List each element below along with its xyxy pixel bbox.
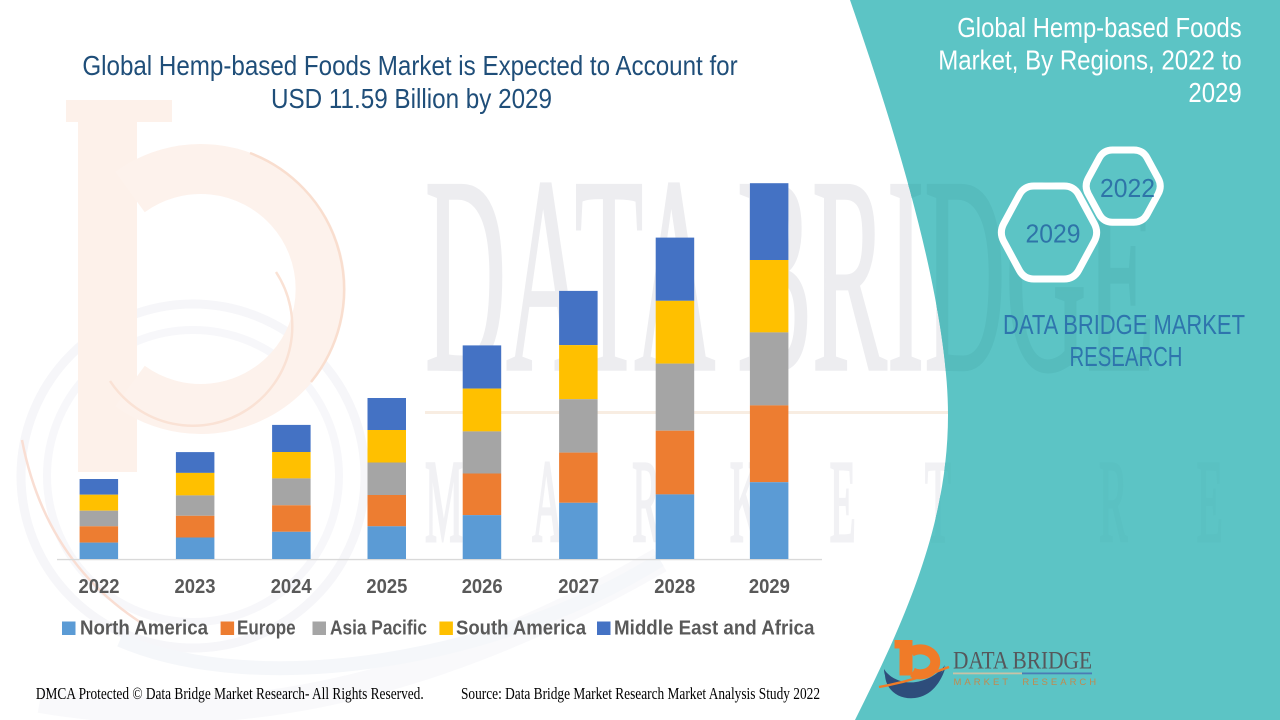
svg-text:2022: 2022 bbox=[1100, 173, 1155, 203]
svg-text:2025: 2025 bbox=[366, 576, 407, 598]
svg-text:South America: South America bbox=[456, 618, 587, 640]
svg-text:2027: 2027 bbox=[558, 576, 599, 598]
svg-text:2028: 2028 bbox=[654, 576, 695, 598]
svg-text:DMCA Protected © Data Bridge M: DMCA Protected © Data Bridge Market Rese… bbox=[36, 684, 424, 703]
svg-text:RESEARCH: RESEARCH bbox=[1070, 341, 1183, 372]
svg-text:2029: 2029 bbox=[1188, 77, 1241, 108]
svg-text:DATA BRIDGE MARKET: DATA BRIDGE MARKET bbox=[1003, 309, 1245, 340]
svg-text:USD 11.59 Billion by 2029: USD 11.59 Billion by 2029 bbox=[271, 83, 552, 114]
svg-text:2022: 2022 bbox=[79, 576, 120, 598]
svg-text:Global Hemp-based Foods: Global Hemp-based Foods bbox=[957, 12, 1241, 43]
svg-text:2029: 2029 bbox=[1026, 221, 1081, 249]
svg-text:2023: 2023 bbox=[175, 576, 216, 598]
svg-text:Global Hemp-based Foods Market: Global Hemp-based Foods Market is Expect… bbox=[82, 50, 737, 81]
svg-text:Europe: Europe bbox=[237, 618, 296, 640]
svg-text:2029: 2029 bbox=[749, 576, 790, 598]
svg-text:2024: 2024 bbox=[271, 576, 313, 598]
svg-text:MARKET RESEARCH: MARKET RESEARCH bbox=[954, 677, 1100, 688]
svg-text:DATA BRIDGE: DATA BRIDGE bbox=[953, 648, 1092, 675]
svg-text:Market, By Regions, 2022 to: Market, By Regions, 2022 to bbox=[938, 45, 1242, 76]
svg-text:Middle East and Africa: Middle East and Africa bbox=[614, 618, 815, 640]
svg-text:Source: Data Bridge Market Res: Source: Data Bridge Market Research Mark… bbox=[461, 684, 820, 703]
svg-text:2026: 2026 bbox=[462, 576, 503, 598]
svg-text:North America: North America bbox=[80, 618, 209, 640]
svg-text:Asia Pacific: Asia Pacific bbox=[330, 618, 427, 640]
